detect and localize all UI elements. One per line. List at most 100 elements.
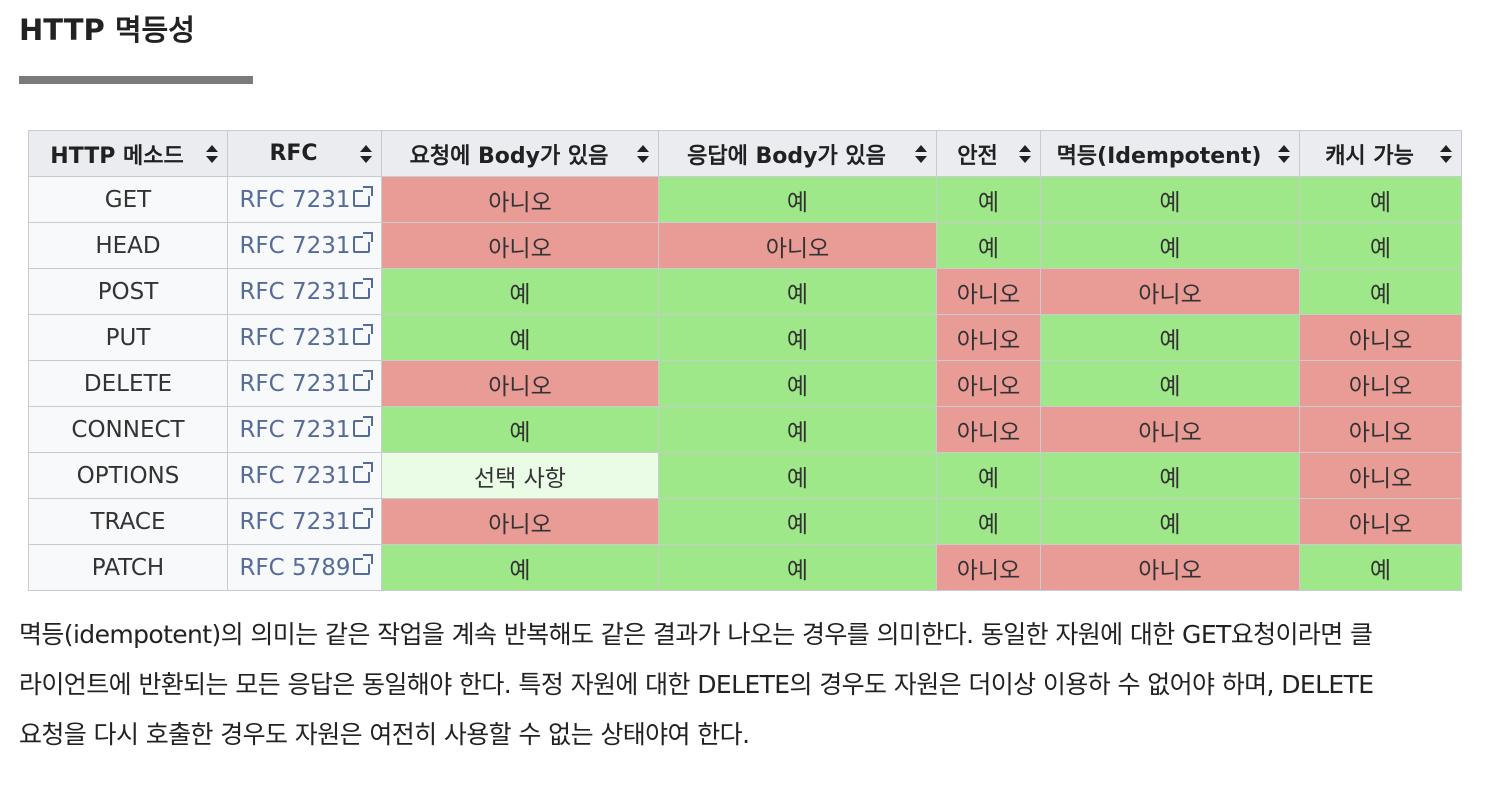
table-header-row: HTTP 메소드 RFC 요청에 Body가 있음 응답에 Body가 있음 안… xyxy=(28,130,1462,177)
cell-rfc: RFC 7231 xyxy=(227,176,382,223)
column-header-method[interactable]: HTTP 메소드 xyxy=(28,130,228,177)
cell-request-body: 아니오 xyxy=(381,222,659,269)
table-row: PUT RFC 7231 예 예 아니오 예 아니오 xyxy=(28,314,1462,361)
cell-rfc: RFC 5789 xyxy=(227,544,382,591)
table-row: TRACE RFC 7231 아니오 예 예 예 아니오 xyxy=(28,498,1462,545)
cell-method: GET xyxy=(28,176,228,223)
cell-idempotent: 아니오 xyxy=(1040,406,1300,453)
cell-method: DELETE xyxy=(28,360,228,407)
cell-method: POST xyxy=(28,268,228,315)
sort-icon[interactable] xyxy=(1018,144,1032,163)
paragraph-line: 요청을 다시 호출한 경우도 자원은 여전히 사용할 수 없는 상태야여 한다. xyxy=(19,720,750,749)
rfc-link[interactable]: RFC 7231 xyxy=(239,231,373,259)
rfc-link[interactable]: RFC 7231 xyxy=(239,277,373,305)
rfc-link[interactable]: RFC 7231 xyxy=(239,461,373,489)
rfc-link-label: RFC 7231 xyxy=(239,508,351,535)
idempotency-description: 멱등(idempotent)의 의미는 같은 작업을 계속 반복해도 같은 결과… xyxy=(19,610,1479,760)
rfc-link[interactable]: RFC 7231 xyxy=(239,507,373,535)
cell-safe: 아니오 xyxy=(936,406,1041,453)
cell-idempotent: 예 xyxy=(1040,360,1300,407)
cell-cacheable: 아니오 xyxy=(1299,314,1462,361)
cell-request-body: 아니오 xyxy=(381,176,659,223)
column-header-response-body[interactable]: 응답에 Body가 있음 xyxy=(658,130,937,177)
sort-icon[interactable] xyxy=(914,144,928,163)
cell-request-body: 예 xyxy=(381,544,659,591)
cell-safe: 아니오 xyxy=(936,544,1041,591)
cell-rfc: RFC 7231 xyxy=(227,406,382,453)
cell-cacheable: 아니오 xyxy=(1299,498,1462,545)
cell-cacheable: 아니오 xyxy=(1299,452,1462,499)
column-header-rfc[interactable]: RFC xyxy=(227,130,382,177)
cell-safe: 아니오 xyxy=(936,268,1041,315)
cell-response-body: 예 xyxy=(658,498,937,545)
cell-rfc: RFC 7231 xyxy=(227,360,382,407)
rfc-link[interactable]: RFC 7231 xyxy=(239,369,373,397)
column-header-label: 안전 xyxy=(957,143,998,169)
sort-icon[interactable] xyxy=(1277,144,1291,163)
column-header-label: 캐시 가능 xyxy=(1325,143,1414,169)
cell-response-body: 예 xyxy=(658,176,937,223)
cell-rfc: RFC 7231 xyxy=(227,222,382,269)
paragraph-line: 라이언트에 반환되는 모든 응답은 동일해야 한다. 특정 자원에 대한 DEL… xyxy=(19,670,1374,699)
rfc-link-label: RFC 7231 xyxy=(239,462,351,489)
table-row: HEAD RFC 7231 아니오 아니오 예 예 예 xyxy=(28,222,1462,269)
cell-safe: 예 xyxy=(936,498,1041,545)
column-header-idempotent[interactable]: 멱등(Idempotent) xyxy=(1040,130,1300,177)
external-link-icon xyxy=(352,553,373,575)
cell-request-body: 선택 사항 xyxy=(381,452,659,499)
rfc-link-label: RFC 5789 xyxy=(239,554,351,581)
cell-method: PUT xyxy=(28,314,228,361)
sort-icon[interactable] xyxy=(205,144,219,163)
column-header-request-body[interactable]: 요청에 Body가 있음 xyxy=(381,130,659,177)
rfc-link-label: RFC 7231 xyxy=(239,324,351,351)
cell-rfc: RFC 7231 xyxy=(227,498,382,545)
cell-method: OPTIONS xyxy=(28,452,228,499)
rfc-link[interactable]: RFC 7231 xyxy=(239,185,373,213)
cell-method: PATCH xyxy=(28,544,228,591)
sort-icon[interactable] xyxy=(636,144,650,163)
cell-request-body: 예 xyxy=(381,314,659,361)
rfc-link-label: RFC 7231 xyxy=(239,416,351,443)
external-link-icon xyxy=(352,369,373,391)
cell-safe: 예 xyxy=(936,176,1041,223)
table-row: OPTIONS RFC 7231 선택 사항 예 예 예 아니오 xyxy=(28,452,1462,499)
cell-response-body: 예 xyxy=(658,544,937,591)
rfc-link[interactable]: RFC 7231 xyxy=(239,415,373,443)
column-header-safe[interactable]: 안전 xyxy=(936,130,1041,177)
cell-request-body: 아니오 xyxy=(381,498,659,545)
column-header-label: 멱등(Idempotent) xyxy=(1056,143,1262,169)
cell-rfc: RFC 7231 xyxy=(227,268,382,315)
column-header-label: 응답에 Body가 있음 xyxy=(687,143,886,169)
external-link-icon xyxy=(352,323,373,345)
cell-idempotent: 예 xyxy=(1040,498,1300,545)
cell-request-body: 아니오 xyxy=(381,360,659,407)
http-methods-table: HTTP 메소드 RFC 요청에 Body가 있음 응답에 Body가 있음 안… xyxy=(28,130,1462,591)
cell-cacheable: 아니오 xyxy=(1299,360,1462,407)
external-link-icon xyxy=(352,185,373,207)
column-header-cacheable[interactable]: 캐시 가능 xyxy=(1299,130,1462,177)
rfc-link[interactable]: RFC 5789 xyxy=(239,553,373,581)
cell-request-body: 예 xyxy=(381,268,659,315)
cell-idempotent: 예 xyxy=(1040,452,1300,499)
cell-request-body: 예 xyxy=(381,406,659,453)
table-row: CONNECT RFC 7231 예 예 아니오 아니오 아니오 xyxy=(28,406,1462,453)
cell-cacheable: 아니오 xyxy=(1299,406,1462,453)
rfc-link-label: RFC 7231 xyxy=(239,232,351,259)
cell-response-body: 아니오 xyxy=(658,222,937,269)
table-row: PATCH RFC 5789 예 예 아니오 아니오 예 xyxy=(28,544,1462,591)
cell-cacheable: 예 xyxy=(1299,176,1462,223)
sort-icon[interactable] xyxy=(1439,144,1453,163)
cell-cacheable: 예 xyxy=(1299,222,1462,269)
column-header-label: 요청에 Body가 있음 xyxy=(409,143,609,169)
cell-cacheable: 예 xyxy=(1299,544,1462,591)
cell-safe: 아니오 xyxy=(936,360,1041,407)
sort-icon[interactable] xyxy=(359,144,373,163)
rfc-link[interactable]: RFC 7231 xyxy=(239,323,373,351)
cell-response-body: 예 xyxy=(658,268,937,315)
cell-response-body: 예 xyxy=(658,314,937,361)
table-row: POST RFC 7231 예 예 아니오 아니오 예 xyxy=(28,268,1462,315)
table-row: DELETE RFC 7231 아니오 예 아니오 예 아니오 xyxy=(28,360,1462,407)
cell-safe: 아니오 xyxy=(936,314,1041,361)
external-link-icon xyxy=(352,277,373,299)
cell-safe: 예 xyxy=(936,452,1041,499)
